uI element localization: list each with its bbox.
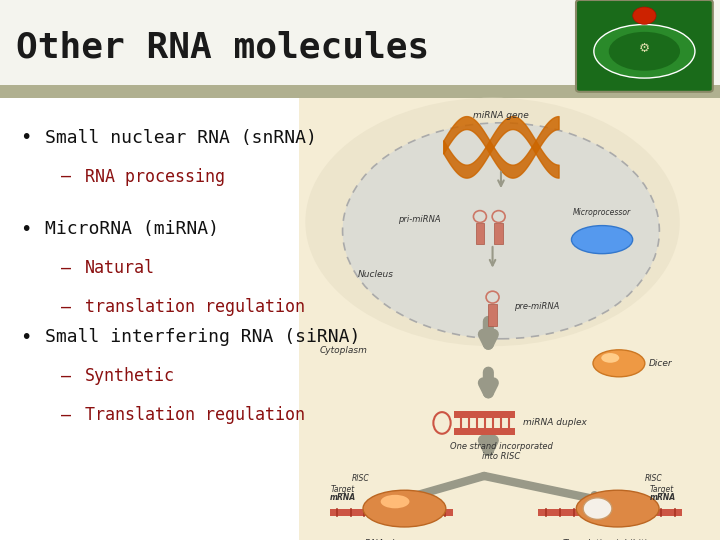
Text: miRNA duplex: miRNA duplex [523, 418, 588, 428]
Ellipse shape [343, 123, 660, 339]
Text: miRNA gene: miRNA gene [473, 111, 529, 120]
Text: Cytoplasm: Cytoplasm [320, 346, 368, 355]
FancyBboxPatch shape [576, 0, 713, 92]
Text: •: • [20, 128, 32, 147]
Bar [0, 98, 299, 540]
Text: Target: Target [330, 485, 354, 494]
Text: •: • [20, 328, 32, 347]
Text: Nucleus: Nucleus [358, 271, 394, 280]
Ellipse shape [609, 32, 680, 71]
Bar [454, 410, 515, 417]
Text: Microprocessor: Microprocessor [573, 208, 631, 217]
Ellipse shape [572, 226, 633, 254]
Text: One strand incorporated
into RISC: One strand incorporated into RISC [449, 442, 552, 461]
Text: pri-miRNA: pri-miRNA [397, 215, 441, 224]
Ellipse shape [594, 24, 695, 78]
Bar [299, 98, 720, 540]
Ellipse shape [381, 495, 410, 508]
Text: –: – [61, 406, 71, 424]
Bar [454, 428, 515, 435]
Text: Translation regulation: Translation regulation [85, 406, 305, 424]
Text: MicroRNA (miRNA): MicroRNA (miRNA) [45, 220, 219, 239]
Text: Dicer: Dicer [649, 359, 672, 368]
Ellipse shape [305, 98, 680, 346]
Text: pre-miRNA: pre-miRNA [514, 302, 559, 312]
Text: Natural: Natural [85, 259, 155, 278]
Ellipse shape [583, 498, 612, 519]
Text: –: – [61, 167, 71, 186]
Text: –: – [61, 259, 71, 278]
Text: –: – [61, 298, 71, 316]
Text: Target: Target [650, 485, 675, 494]
Bar [330, 509, 453, 516]
Text: mRNA cleavage: mRNA cleavage [356, 539, 427, 540]
Text: mRNA: mRNA [330, 492, 356, 502]
Ellipse shape [363, 490, 446, 527]
Text: –: – [61, 367, 71, 386]
Text: RISC: RISC [645, 474, 663, 483]
Text: RNA processing: RNA processing [85, 167, 225, 186]
Bar [0, 98, 720, 540]
Bar [0, 85, 720, 98]
Ellipse shape [593, 350, 645, 377]
Text: translation regulation: translation regulation [85, 298, 305, 316]
Text: ⚙: ⚙ [639, 42, 650, 55]
Text: mRNA: mRNA [650, 492, 676, 502]
Text: Synthetic: Synthetic [85, 367, 175, 386]
Text: Translation inhibition: Translation inhibition [563, 539, 658, 540]
Text: Other RNA molecules: Other RNA molecules [16, 31, 429, 64]
Bar [476, 223, 485, 244]
Text: RISC: RISC [352, 474, 369, 483]
Text: •: • [20, 220, 32, 239]
Ellipse shape [633, 7, 656, 24]
Bar [0, 0, 720, 85]
Ellipse shape [601, 353, 619, 363]
Text: Small nuclear RNA (snRNA): Small nuclear RNA (snRNA) [45, 129, 317, 147]
Bar [495, 223, 503, 244]
Bar [488, 304, 497, 326]
Ellipse shape [576, 490, 659, 527]
Text: Small interfering RNA (siRNA): Small interfering RNA (siRNA) [45, 328, 360, 347]
Bar [539, 509, 683, 516]
